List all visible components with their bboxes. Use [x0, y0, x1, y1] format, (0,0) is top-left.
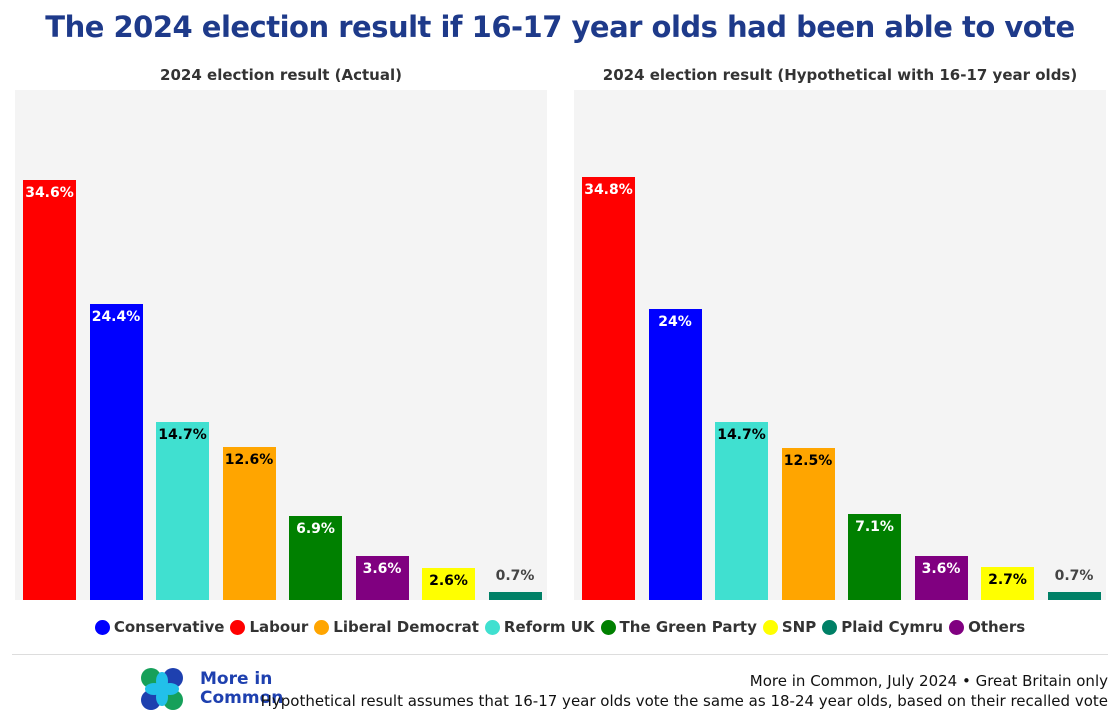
logo-icon — [141, 668, 183, 710]
data-label: 34.8% — [584, 182, 633, 199]
bar-liberal-democrat — [781, 448, 835, 600]
panel-title-actual: 2024 election result (Actual) — [160, 66, 402, 84]
footnote: Hypothetical result assumes that 16-17 y… — [260, 692, 1108, 710]
legend-label: The Green Party — [619, 618, 757, 636]
logo-line2: Common — [200, 688, 284, 708]
bar-the-green-party — [289, 516, 342, 600]
legend-label: Plaid Cymru — [841, 618, 944, 636]
chart-title: The 2024 election result if 16-17 year o… — [45, 10, 1075, 44]
data-label: 7.1% — [855, 518, 894, 535]
legend-swatch — [314, 619, 330, 635]
legend-swatch — [484, 619, 500, 635]
data-label: 14.7% — [717, 426, 766, 443]
legend-label: Labour — [249, 618, 309, 636]
legend-label: Conservative — [113, 618, 225, 636]
data-label: 12.6% — [224, 452, 274, 468]
data-label: 24.4% — [91, 308, 141, 325]
legend-swatch — [822, 619, 838, 635]
panel-title-hypothetical: 2024 election result (Hypothetical with … — [602, 66, 1078, 84]
legend-label: SNP — [781, 618, 817, 636]
bar-reform-uk — [156, 421, 209, 600]
bar-snp — [981, 567, 1034, 600]
legend-item: Reform UK — [484, 618, 595, 636]
data-label: 14.7% — [158, 426, 207, 443]
legend-item: Plaid Cymru — [822, 618, 943, 636]
legend-item: Conservative — [94, 618, 225, 636]
data-label: 34.6% — [25, 184, 74, 201]
legend-swatch — [949, 619, 965, 635]
bar-labour — [23, 179, 76, 600]
legend-swatch — [600, 619, 616, 635]
legend-item: SNP — [762, 618, 817, 636]
legend-swatch — [230, 619, 246, 635]
legend-swatch — [762, 619, 778, 635]
data-label: 6.9% — [296, 521, 335, 538]
panel-hypothetical: 34.8% 24% 14.7% 12.5% 7.1% 3.6% 2.7% 0.7% — [574, 90, 1106, 600]
bar-conservative — [648, 308, 702, 600]
more-in-common-logo: More in Common — [140, 667, 283, 711]
data-label: 24% — [658, 313, 692, 330]
bar-others — [914, 556, 968, 600]
legend-item: The Green Party — [600, 618, 757, 636]
bar-reform-uk — [715, 421, 768, 600]
bar-labour — [582, 177, 635, 600]
legend-label: Liberal Democrat — [333, 618, 479, 636]
logo-line1: More in — [200, 669, 273, 689]
source-text: More in Common, July 2024 • Great Britai… — [749, 672, 1108, 690]
panel-actual: 34.6% 24.4% 14.7% 12.6% 6.9% 3.6% 2.6% 0.7% — [15, 90, 547, 600]
data-label: 2.6% — [429, 573, 468, 590]
legend-label: Reform UK — [503, 618, 595, 636]
bar-conservative — [89, 303, 143, 600]
data-label: 3.6% — [362, 561, 402, 578]
data-label: 0.7% — [495, 567, 535, 584]
bar-plaid-cymru — [488, 591, 542, 600]
legend-label: Others — [968, 618, 1026, 636]
legend-item: Liberal Democrat — [314, 618, 479, 636]
bar-the-green-party — [848, 513, 901, 600]
bar-plaid-cymru — [1047, 591, 1101, 600]
bar-liberal-democrat — [222, 447, 276, 600]
legend-item: Others — [949, 618, 1025, 636]
legend: Conservative Labour Liberal Democrat Reform… — [0, 618, 1120, 639]
legend-item: Labour — [230, 618, 308, 636]
data-label: 3.6% — [921, 561, 961, 578]
data-label: 12.5% — [783, 453, 833, 470]
bar-others — [355, 556, 409, 600]
legend-swatch — [94, 619, 110, 635]
data-label: 0.7% — [1054, 567, 1094, 584]
bar-snp — [422, 568, 475, 600]
divider — [12, 654, 1108, 655]
data-label: 2.7% — [988, 572, 1027, 589]
